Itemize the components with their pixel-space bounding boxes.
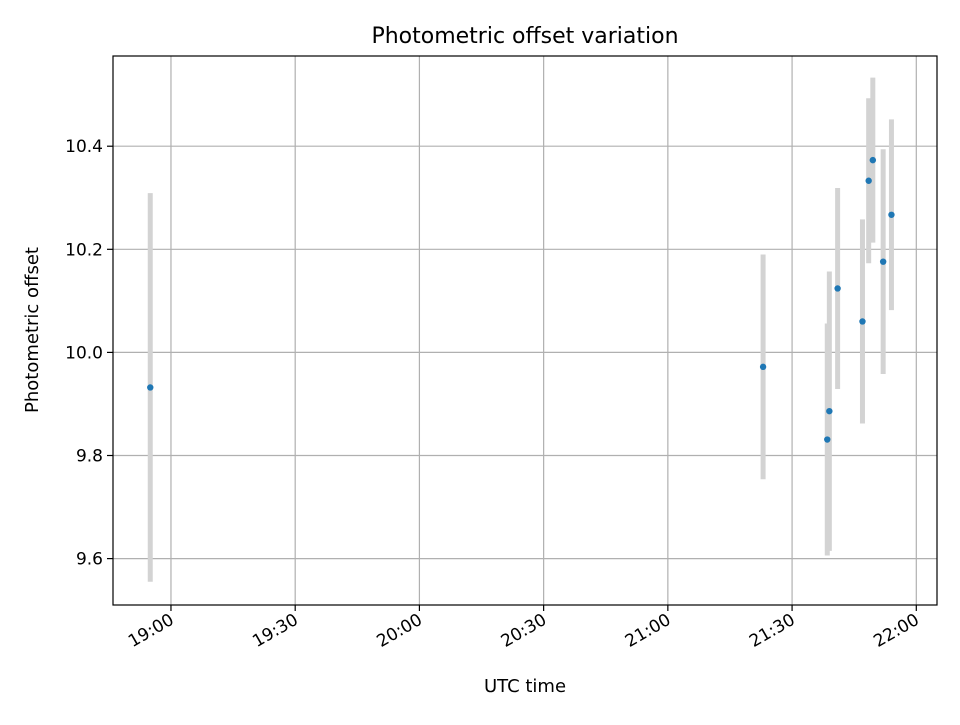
data-point — [859, 318, 866, 325]
y-tick-label: 10.4 — [65, 137, 103, 157]
data-point — [147, 384, 154, 391]
data-point — [865, 177, 872, 184]
chart-title: Photometric offset variation — [371, 24, 678, 49]
data-point — [759, 363, 767, 371]
data-point — [888, 211, 895, 218]
y-axis-ticks: 9.6 9.8 10.0 10.2 10.4 — [65, 137, 113, 570]
data-points — [147, 156, 895, 443]
data-point — [834, 285, 841, 292]
grid — [113, 56, 937, 605]
data-point — [824, 436, 831, 443]
data-point — [879, 258, 887, 265]
data-point — [826, 407, 833, 415]
data-point — [869, 156, 877, 164]
y-tick-label: 10.0 — [65, 343, 103, 363]
y-tick-label: 9.8 — [76, 447, 103, 467]
y-tick-label: 10.2 — [65, 240, 103, 260]
y-tick-label: 9.6 — [76, 550, 103, 570]
plot-area-frame — [112, 55, 938, 606]
x-axis-label: UTC time — [484, 676, 566, 697]
y-axis-label: Photometric offset — [22, 247, 43, 413]
